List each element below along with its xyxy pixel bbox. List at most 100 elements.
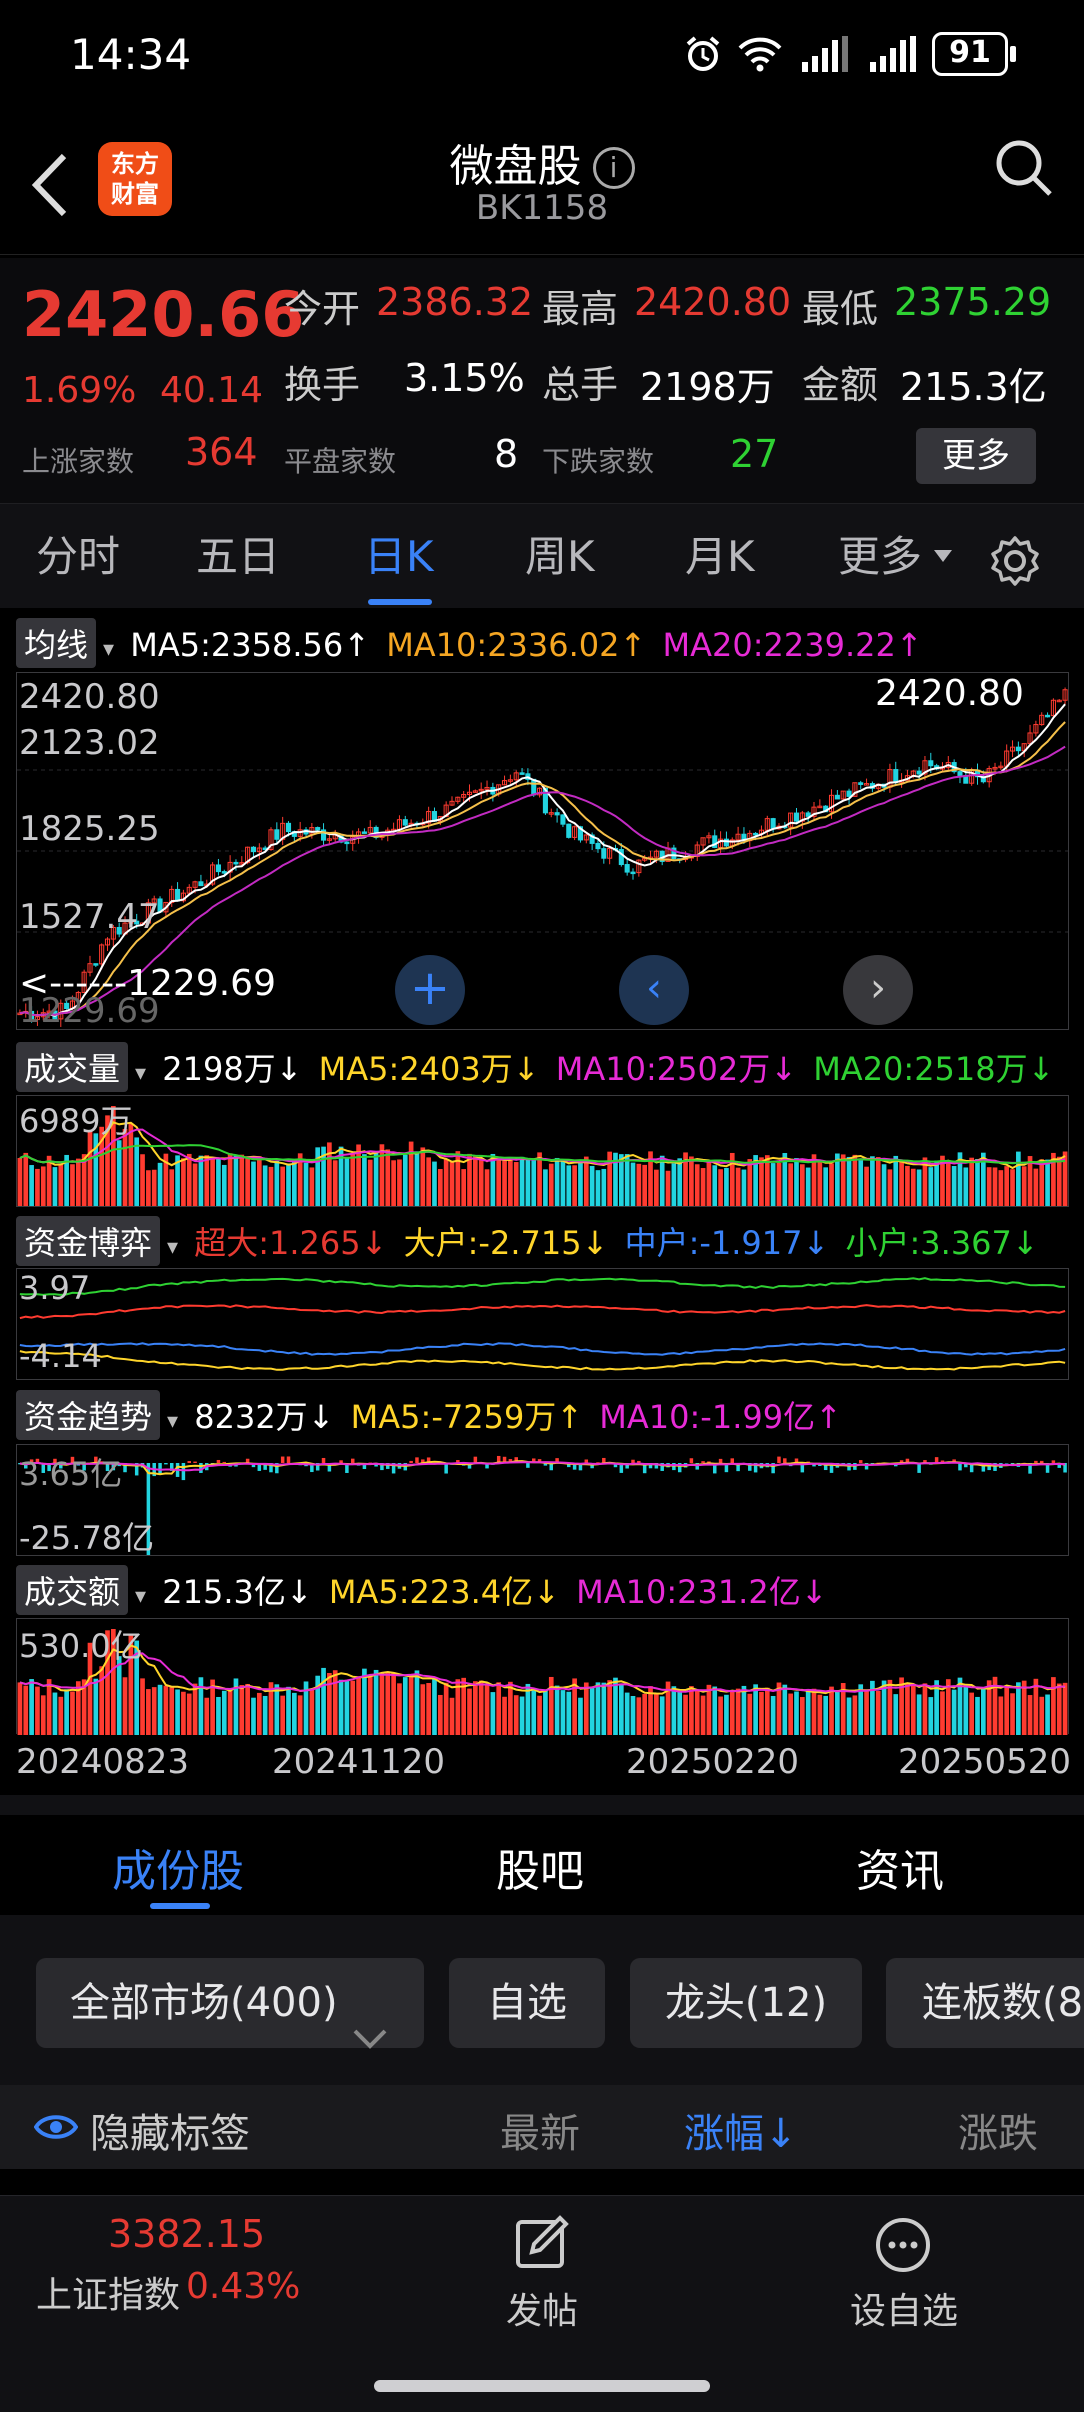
amount-bar bbox=[782, 1684, 788, 1735]
amount-selector[interactable]: 成交额 bbox=[16, 1565, 129, 1615]
tab-monthly-k[interactable]: 月K bbox=[685, 532, 755, 581]
volume-bar-ma20 bbox=[19, 1144, 1066, 1165]
amount-bar bbox=[671, 1686, 677, 1735]
ma-indicator-selector[interactable]: 均线 bbox=[16, 618, 97, 668]
volume-bar bbox=[618, 1154, 624, 1206]
amount-bar bbox=[945, 1679, 951, 1735]
post-button[interactable]: 发帖 bbox=[506, 2291, 579, 2332]
more-button[interactable]: 更多 bbox=[916, 428, 1036, 484]
fund-trend-selector[interactable]: 资金趋势 bbox=[16, 1390, 161, 1440]
candle-body bbox=[186, 886, 192, 894]
candle-body bbox=[694, 844, 700, 858]
market-filter[interactable]: 全部市场(400) bbox=[36, 1958, 424, 2049]
limit-up-filter[interactable]: 连板数(8 bbox=[886, 1958, 1084, 2048]
kline-chart[interactable]: 2420.80 2123.02 1825.25 1527.47 1229.69 … bbox=[16, 672, 1069, 1031]
volume-bar bbox=[835, 1153, 840, 1206]
search-icon[interactable] bbox=[992, 136, 1056, 204]
fund-game-selector[interactable]: 资金博弈 bbox=[16, 1216, 161, 1266]
volume-bar bbox=[788, 1163, 793, 1206]
amount-bar bbox=[116, 1656, 122, 1735]
volume-bar bbox=[362, 1154, 367, 1206]
ma5-value: MA5:2358.56↑ bbox=[130, 626, 371, 664]
volume-bar bbox=[1021, 1166, 1027, 1206]
amount-bar bbox=[694, 1690, 700, 1735]
volume-bar bbox=[344, 1157, 350, 1206]
volume-indicator-selector[interactable]: 成交量 bbox=[16, 1042, 129, 1092]
tab-news[interactable]: 资讯 bbox=[856, 1846, 944, 1897]
wifi-icon bbox=[736, 34, 784, 84]
candle-body bbox=[548, 812, 554, 815]
tab-constituents[interactable]: 成份股 bbox=[112, 1846, 244, 1897]
col-change[interactable]: 涨跌 bbox=[958, 2111, 1038, 2157]
volume-bar bbox=[111, 1106, 116, 1206]
amount-bar bbox=[899, 1677, 904, 1735]
amount-label: 金额 bbox=[802, 363, 879, 407]
bottom-bar: 3382.15 上证指数 0.43% 发帖 设自选 bbox=[0, 2195, 1084, 2412]
amount-bar bbox=[572, 1678, 577, 1735]
volume-bar bbox=[262, 1165, 268, 1206]
volume-bar bbox=[239, 1154, 245, 1206]
candle-body bbox=[478, 788, 484, 792]
volume-bar bbox=[327, 1142, 332, 1206]
amount-bar bbox=[1056, 1683, 1062, 1735]
volume-bar bbox=[986, 1167, 992, 1206]
more-dots-icon[interactable] bbox=[874, 2216, 932, 2278]
tab-weekly-k[interactable]: 周K bbox=[525, 532, 595, 581]
amount-bar bbox=[729, 1690, 735, 1735]
candle-body bbox=[805, 812, 811, 817]
scroll-left-button[interactable]: ‹ bbox=[619, 955, 689, 1025]
candle-body bbox=[998, 765, 1004, 769]
volume-bar bbox=[338, 1146, 344, 1206]
candle-body bbox=[706, 835, 712, 839]
amount-bar bbox=[356, 1676, 361, 1735]
amount-bar bbox=[362, 1668, 367, 1735]
volume-now: 2198万↓ bbox=[162, 1050, 303, 1088]
settings-icon[interactable] bbox=[988, 534, 1042, 592]
volume-bar bbox=[426, 1157, 431, 1206]
zoom-in-button[interactable]: + bbox=[395, 955, 465, 1025]
info-icon[interactable]: i bbox=[592, 147, 635, 189]
fund-game-chart[interactable]: 3.97 -4.14 bbox=[16, 1268, 1069, 1380]
y-label-high: 2420.80 bbox=[19, 677, 160, 717]
back-button[interactable] bbox=[30, 150, 70, 224]
fund-trend-y-bottom: -25.78亿 bbox=[19, 1519, 155, 1557]
tab-more[interactable]: 更多 bbox=[838, 532, 923, 581]
candle-body bbox=[402, 819, 408, 826]
fund-trend-chart[interactable]: 3.65亿 -25.78亿 bbox=[16, 1444, 1069, 1557]
tab-five-day[interactable]: 五日 bbox=[196, 532, 281, 581]
scroll-right-button[interactable]: › bbox=[843, 955, 913, 1025]
volume-bar bbox=[397, 1159, 402, 1206]
amount-chart[interactable]: 530.0亿 bbox=[16, 1618, 1069, 1735]
candle-body bbox=[268, 829, 274, 851]
watchlist-filter[interactable]: 自选 bbox=[449, 1958, 605, 2048]
amount-bar bbox=[583, 1682, 589, 1735]
index-pct: 0.43% bbox=[186, 2266, 301, 2307]
tab-daily-k[interactable]: 日K bbox=[364, 532, 434, 581]
amount-bar bbox=[508, 1681, 513, 1735]
hide-tags-toggle[interactable]: 隐藏标签 bbox=[90, 2111, 250, 2157]
amount-bar bbox=[712, 1686, 718, 1735]
candle-body bbox=[344, 841, 350, 845]
candle-body bbox=[192, 881, 198, 888]
candle-body bbox=[893, 769, 899, 783]
tab-intraday[interactable]: 分时 bbox=[36, 532, 121, 581]
volume-bar bbox=[975, 1159, 980, 1206]
volume-bar bbox=[157, 1162, 163, 1206]
eye-icon[interactable] bbox=[33, 2109, 79, 2149]
col-change-pct[interactable]: 涨幅↓ bbox=[684, 2111, 798, 2157]
volume-bar bbox=[858, 1160, 864, 1206]
index-name[interactable]: 上证指数 bbox=[36, 2275, 181, 2316]
edit-icon[interactable] bbox=[514, 2214, 572, 2276]
candle-body bbox=[671, 847, 677, 860]
volume-bar bbox=[548, 1163, 554, 1206]
volume-chart[interactable]: 6989万 bbox=[16, 1095, 1069, 1207]
add-watch-button[interactable]: 设自选 bbox=[850, 2291, 959, 2332]
leader-filter[interactable]: 龙头(12) bbox=[630, 1958, 862, 2048]
column-header: 隐藏标签 最新 涨幅↓ 涨跌 bbox=[0, 2085, 1084, 2169]
volume-bar bbox=[992, 1167, 998, 1206]
fund-game-y-bottom: -4.14 bbox=[19, 1337, 102, 1375]
index-value[interactable]: 3382.15 bbox=[108, 2212, 266, 2256]
tab-forum[interactable]: 股吧 bbox=[496, 1846, 584, 1897]
col-latest[interactable]: 最新 bbox=[500, 2111, 580, 2157]
amount-bar bbox=[975, 1696, 980, 1735]
